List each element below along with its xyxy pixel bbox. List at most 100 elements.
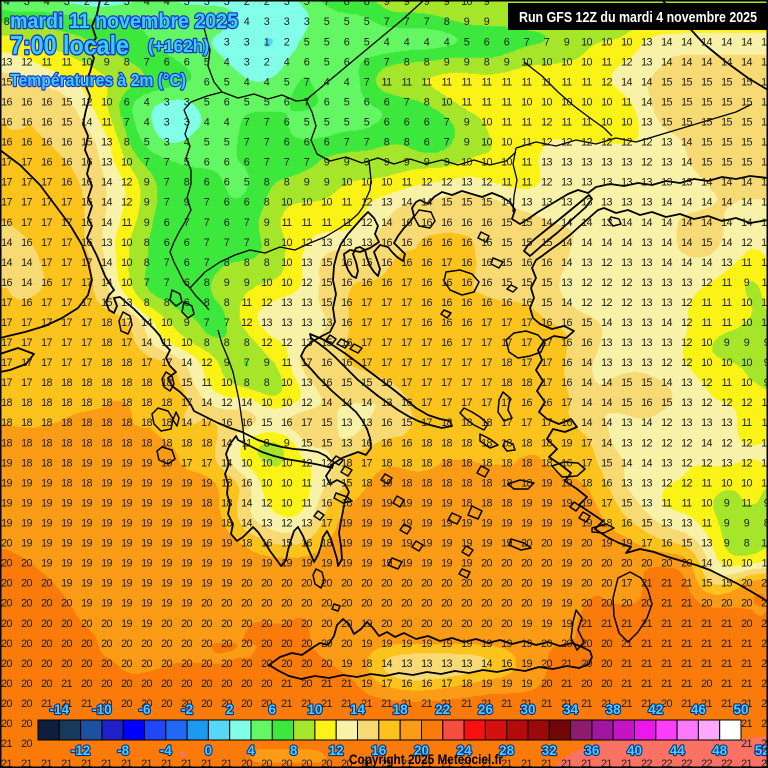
svg-text:16: 16 <box>341 317 352 329</box>
svg-text:7: 7 <box>144 56 150 68</box>
svg-text:17: 17 <box>1 157 12 169</box>
svg-text:17: 17 <box>81 257 92 269</box>
svg-text:17: 17 <box>361 317 372 329</box>
svg-text:10: 10 <box>761 317 768 329</box>
svg-text:16: 16 <box>341 257 352 269</box>
svg-text:18: 18 <box>21 437 32 449</box>
svg-text:8: 8 <box>264 197 270 209</box>
svg-text:8: 8 <box>484 56 490 68</box>
svg-text:20: 20 <box>301 618 312 630</box>
svg-text:19: 19 <box>401 538 412 550</box>
svg-text:19: 19 <box>141 477 152 489</box>
svg-text:17: 17 <box>201 417 212 429</box>
svg-text:20: 20 <box>521 558 532 570</box>
svg-text:7: 7 <box>164 177 170 189</box>
svg-text:9: 9 <box>264 217 270 229</box>
svg-text:8: 8 <box>264 377 270 389</box>
svg-text:18: 18 <box>81 437 92 449</box>
svg-text:21: 21 <box>741 638 752 650</box>
svg-text:16: 16 <box>481 257 492 269</box>
svg-text:20: 20 <box>41 678 52 690</box>
svg-text:21: 21 <box>481 758 492 768</box>
svg-text:16: 16 <box>41 97 52 109</box>
svg-text:3: 3 <box>284 0 290 8</box>
svg-text:14: 14 <box>681 157 692 169</box>
svg-text:10: 10 <box>121 277 132 289</box>
svg-text:6: 6 <box>269 702 277 717</box>
svg-text:20: 20 <box>321 618 332 630</box>
svg-text:12: 12 <box>81 97 92 109</box>
svg-text:17: 17 <box>401 297 412 309</box>
svg-text:13: 13 <box>301 377 312 389</box>
svg-text:12: 12 <box>681 477 692 489</box>
svg-text:12: 12 <box>581 297 592 309</box>
svg-text:21: 21 <box>601 698 612 710</box>
svg-text:14: 14 <box>621 237 632 249</box>
svg-text:10: 10 <box>281 377 292 389</box>
svg-text:21: 21 <box>641 618 652 630</box>
svg-text:20: 20 <box>401 578 412 590</box>
svg-text:7: 7 <box>304 76 310 88</box>
svg-text:15: 15 <box>761 117 768 129</box>
svg-text:20: 20 <box>481 618 492 630</box>
svg-text:7: 7 <box>404 16 410 28</box>
svg-text:21: 21 <box>761 678 768 690</box>
svg-text:16: 16 <box>321 357 332 369</box>
svg-text:20: 20 <box>21 658 32 670</box>
svg-text:21: 21 <box>201 758 212 768</box>
svg-text:12: 12 <box>681 317 692 329</box>
svg-text:18: 18 <box>61 437 72 449</box>
svg-text:6: 6 <box>284 137 290 149</box>
svg-text:9: 9 <box>264 357 270 369</box>
svg-text:20: 20 <box>181 658 192 670</box>
svg-text:11: 11 <box>701 518 712 530</box>
svg-text:10: 10 <box>601 117 612 129</box>
svg-text:20: 20 <box>241 618 252 630</box>
svg-text:19: 19 <box>361 518 372 530</box>
svg-text:10: 10 <box>561 56 572 68</box>
svg-text:8: 8 <box>424 56 430 68</box>
svg-text:20: 20 <box>21 578 32 590</box>
svg-text:13: 13 <box>581 257 592 269</box>
svg-text:19: 19 <box>381 638 392 650</box>
svg-text:10: 10 <box>701 337 712 349</box>
svg-text:9: 9 <box>184 197 190 209</box>
svg-text:20: 20 <box>421 618 432 630</box>
svg-text:10: 10 <box>261 277 272 289</box>
svg-text:21: 21 <box>561 658 572 670</box>
svg-text:20: 20 <box>101 698 112 710</box>
svg-text:4: 4 <box>204 117 210 129</box>
svg-text:17: 17 <box>441 377 452 389</box>
svg-text:20: 20 <box>1 658 12 670</box>
svg-text:19: 19 <box>101 518 112 530</box>
svg-text:21: 21 <box>741 758 752 768</box>
svg-text:14: 14 <box>681 56 692 68</box>
svg-text:20: 20 <box>121 658 132 670</box>
svg-text:3: 3 <box>164 117 170 129</box>
svg-text:19: 19 <box>161 538 172 550</box>
svg-text:5: 5 <box>324 56 330 68</box>
svg-text:21: 21 <box>681 658 692 670</box>
svg-text:8: 8 <box>764 518 768 530</box>
svg-text:21: 21 <box>61 678 72 690</box>
svg-text:10: 10 <box>761 538 768 550</box>
svg-text:10: 10 <box>501 137 512 149</box>
svg-text:4: 4 <box>144 117 150 129</box>
svg-text:20: 20 <box>241 698 252 710</box>
svg-text:21: 21 <box>581 698 592 710</box>
svg-text:19: 19 <box>41 558 52 570</box>
svg-text:15: 15 <box>341 377 352 389</box>
svg-text:20: 20 <box>701 678 712 690</box>
svg-text:11: 11 <box>701 317 712 329</box>
svg-text:13: 13 <box>661 277 672 289</box>
svg-text:20: 20 <box>281 598 292 610</box>
svg-text:20: 20 <box>661 558 672 570</box>
svg-text:12: 12 <box>121 177 132 189</box>
svg-text:15: 15 <box>321 277 332 289</box>
svg-text:19: 19 <box>341 658 352 670</box>
svg-text:15: 15 <box>641 518 652 530</box>
svg-text:20: 20 <box>261 578 272 590</box>
svg-text:19: 19 <box>541 578 552 590</box>
svg-text:19: 19 <box>421 538 432 550</box>
svg-text:20: 20 <box>741 598 752 610</box>
